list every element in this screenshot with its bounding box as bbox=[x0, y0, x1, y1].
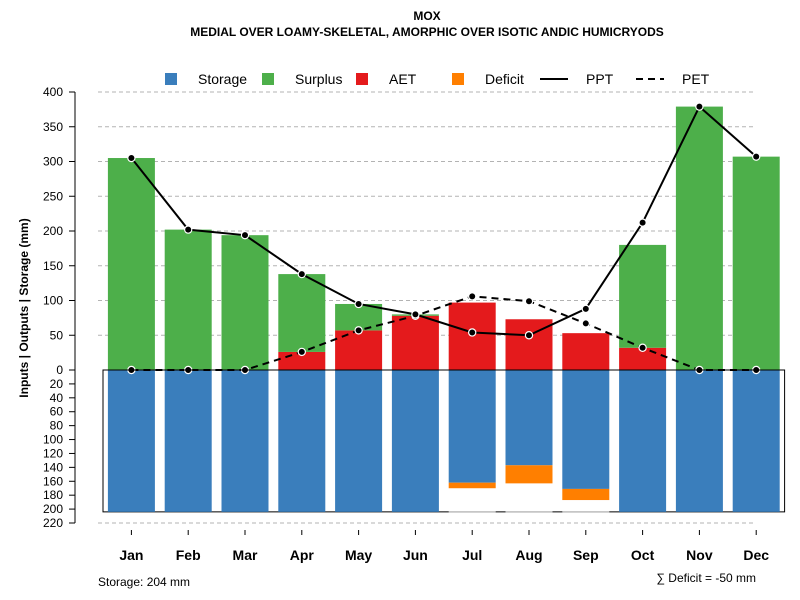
ppt-point bbox=[127, 153, 136, 163]
y-tick-label-lower: 220 bbox=[43, 516, 63, 530]
axes-layer: Jan Feb Mar Apr May Jun Jul Aug Sep Oct Nov Dec 0 50 1… bbox=[43, 85, 785, 563]
pet-point bbox=[524, 296, 534, 306]
ppt-point bbox=[581, 304, 591, 314]
y-tick-label-lower: 200 bbox=[43, 502, 63, 516]
surplus-bar bbox=[164, 229, 212, 370]
ppt-point bbox=[183, 225, 193, 234]
ppt-point bbox=[524, 331, 534, 340]
storage-bar bbox=[164, 370, 212, 512]
x-tick-label: Dec bbox=[743, 547, 769, 563]
x-tick-label: Oct bbox=[631, 547, 655, 563]
x-tick-label: Jun bbox=[403, 547, 428, 563]
y-tick-label-lower: 120 bbox=[43, 446, 63, 460]
storage-bar bbox=[562, 370, 610, 489]
x-tick-label: Jul bbox=[462, 547, 482, 563]
y-tick-label-upper: 150 bbox=[43, 259, 63, 273]
surplus-bar bbox=[335, 303, 383, 331]
legend-label-storage: Storage bbox=[198, 71, 247, 87]
storage-bar bbox=[391, 370, 439, 512]
surplus-bar bbox=[675, 106, 723, 370]
ppt-point bbox=[468, 328, 477, 337]
x-tick-label: Sep bbox=[573, 547, 599, 563]
ppt-point bbox=[411, 310, 420, 319]
deficit-bar bbox=[505, 465, 553, 484]
legend-swatch-storage bbox=[165, 73, 177, 85]
legend-label-pet: PET bbox=[682, 71, 710, 87]
y-tick-label-lower: 40 bbox=[50, 391, 64, 405]
x-tick-label: Feb bbox=[176, 547, 201, 563]
ppt-point bbox=[752, 152, 761, 161]
storage-bar bbox=[619, 370, 667, 512]
bars-layer bbox=[102, 106, 786, 513]
y-tick-label-lower: 180 bbox=[43, 488, 63, 502]
deficit-label: ∑ Deficit = -50 mm bbox=[656, 571, 756, 585]
surplus-bar bbox=[619, 244, 667, 348]
pet-point bbox=[468, 292, 477, 301]
pet-point bbox=[354, 326, 363, 335]
y-tick-label-lower: 80 bbox=[50, 419, 64, 433]
y-tick-label-lower: 140 bbox=[43, 460, 63, 474]
ppt-point bbox=[354, 299, 363, 309]
ppt-point bbox=[297, 269, 306, 279]
pet-line bbox=[131, 295, 757, 371]
legend-label-ppt: PPT bbox=[586, 71, 614, 87]
y-tick-label-upper: 350 bbox=[43, 120, 63, 134]
deficit-bar bbox=[562, 488, 610, 501]
storage-bar bbox=[335, 370, 383, 512]
legend-label-deficit: Deficit bbox=[485, 71, 524, 87]
x-tick-label: Mar bbox=[233, 547, 258, 563]
pet-point bbox=[638, 343, 647, 352]
surplus-bar bbox=[107, 158, 155, 370]
storage-label: Storage: 204 mm bbox=[98, 575, 190, 589]
storage-bar bbox=[221, 370, 269, 512]
legend-label-surplus: Surplus bbox=[295, 71, 342, 87]
chart-subtitle: MEDIAL OVER LOAMY-SKELETAL, AMORPHIC OVE… bbox=[190, 25, 664, 39]
y-tick-label-lower: 100 bbox=[43, 433, 63, 447]
ppt-point bbox=[638, 218, 647, 227]
storage-bar bbox=[505, 370, 553, 466]
y-tick-label-upper: 50 bbox=[50, 328, 64, 342]
deficit-bar bbox=[448, 482, 496, 489]
legend-swatch-surplus bbox=[262, 73, 274, 85]
y-tick-label-lower: 60 bbox=[50, 405, 64, 419]
y-tick-label-upper: 100 bbox=[43, 294, 63, 308]
pet-point bbox=[297, 347, 306, 357]
x-tick-label: May bbox=[345, 547, 372, 563]
x-tick-label: Aug bbox=[515, 547, 542, 563]
y-tick-label-upper: 400 bbox=[43, 85, 63, 99]
storage-bar bbox=[732, 370, 780, 512]
aet-bar bbox=[391, 315, 439, 370]
x-tick-label: Jan bbox=[119, 547, 143, 563]
y-tick-label-upper: 250 bbox=[43, 189, 63, 203]
legend-swatch-deficit bbox=[452, 73, 464, 85]
x-tick-label: Apr bbox=[290, 547, 315, 563]
surplus-bar bbox=[221, 235, 269, 370]
lines-layer bbox=[127, 102, 761, 375]
storage-bar bbox=[448, 370, 496, 483]
legend: Storage Surplus AET Deficit PPT PET bbox=[165, 71, 710, 87]
chart-title: MOX bbox=[413, 9, 440, 23]
surplus-bar bbox=[732, 156, 780, 370]
y-tick-label-upper: 300 bbox=[43, 155, 63, 169]
x-tick-label: Nov bbox=[686, 547, 713, 563]
legend-label-aet: AET bbox=[389, 71, 417, 87]
y-axis-label: Inputs | Outputs | Storage (mm) bbox=[17, 218, 31, 397]
ppt-point bbox=[695, 102, 704, 111]
ppt-point bbox=[240, 230, 250, 240]
surplus-bar bbox=[278, 274, 326, 352]
legend-swatch-aet bbox=[356, 73, 368, 85]
y-tick-label-upper: 0 bbox=[56, 363, 63, 377]
y-tick-label-lower: 20 bbox=[50, 377, 64, 391]
y-tick-label-lower: 160 bbox=[43, 474, 63, 488]
storage-bar bbox=[675, 370, 723, 512]
aet-bar bbox=[562, 333, 610, 370]
y-tick-label-upper: 200 bbox=[43, 224, 63, 238]
pet-point bbox=[581, 319, 591, 328]
storage-bar bbox=[107, 370, 155, 512]
storage-bar bbox=[278, 370, 326, 512]
ppt-line bbox=[130, 104, 757, 337]
